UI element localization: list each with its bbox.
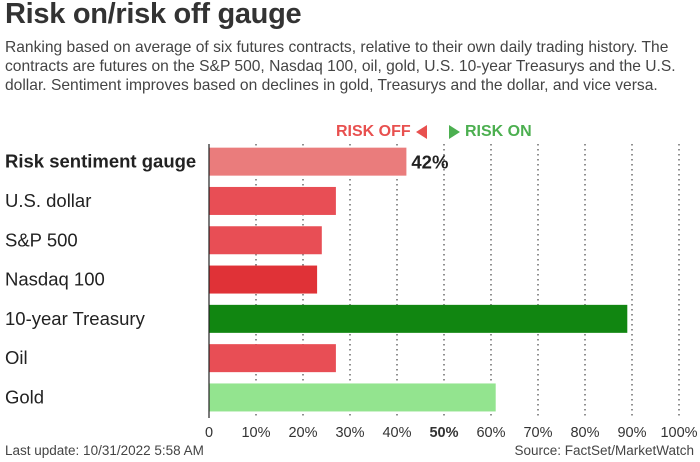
x-tick-label: 100% — [660, 425, 697, 441]
x-tick-label: 70% — [523, 425, 552, 441]
category-label: 10-year Treasury — [5, 308, 146, 329]
bar — [209, 304, 628, 333]
bar — [209, 186, 336, 215]
bar — [209, 226, 322, 255]
category-label: Oil — [5, 347, 28, 368]
legend-risk-off: RISK OFF — [336, 122, 427, 142]
x-tick-label: 60% — [476, 425, 505, 441]
bar — [209, 344, 336, 373]
x-tick-label: 30% — [335, 425, 364, 441]
category-label: Gold — [5, 386, 44, 407]
bar — [209, 147, 407, 176]
legend-risk-on: RISK ON — [449, 122, 532, 142]
last-update: Last update: 10/31/2022 5:58 AM — [5, 443, 204, 458]
bar — [209, 265, 318, 294]
source-note: Source: FactSet/MarketWatch — [514, 443, 694, 458]
x-tick-label: 80% — [570, 425, 599, 441]
triangle-right-icon — [449, 124, 460, 139]
legend-risk-on-label: RISK ON — [465, 123, 532, 140]
x-tick-label: 20% — [288, 425, 317, 441]
x-tick-label: 50% — [429, 425, 458, 441]
x-tick-label: 90% — [617, 425, 646, 441]
legend-risk-off-label: RISK OFF — [336, 123, 411, 140]
chart-title: Risk on/risk off gauge — [5, 0, 302, 30]
category-label: Nasdaq 100 — [5, 269, 105, 290]
x-tick-label: 0 — [205, 425, 213, 441]
category-label: S&P 500 — [5, 229, 78, 250]
chart-subtitle: Ranking based on average of six futures … — [5, 39, 676, 94]
triangle-left-icon — [415, 124, 427, 139]
category-label: U.S. dollar — [5, 190, 91, 211]
x-tick-label: 40% — [382, 425, 411, 441]
value-label: 42% — [411, 152, 448, 173]
x-tick-label: 10% — [241, 425, 270, 441]
bar — [209, 383, 496, 412]
category-label: Risk sentiment gauge — [5, 151, 196, 172]
